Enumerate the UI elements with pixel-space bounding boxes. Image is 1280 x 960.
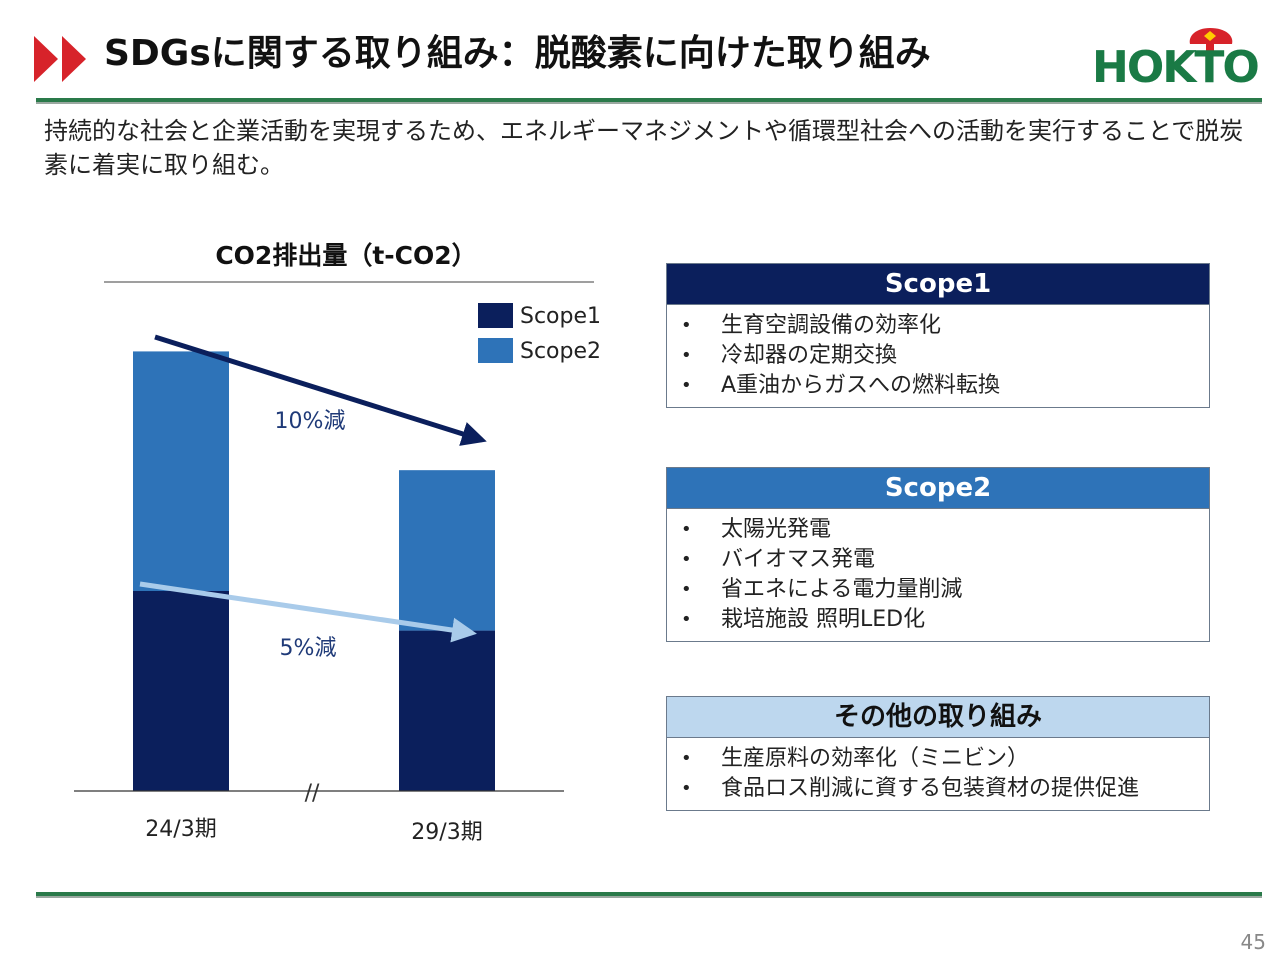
x-tick-label: 24/3期 [145, 817, 216, 842]
scope2-box-title: Scope2 [667, 468, 1209, 509]
scope1-box-title: Scope1 [667, 264, 1209, 305]
list-item: 栽培施設 照明LED化 [667, 605, 1209, 635]
hokto-logo: HOKTO [1092, 28, 1260, 88]
list-item: 太陽光発電 [667, 515, 1209, 545]
list-item: 冷却器の定期交換 [667, 341, 1209, 371]
list-item: 生産原料の効率化（ミニビン） [667, 744, 1209, 774]
bar-scope2-1 [133, 351, 229, 591]
svg-text:HOKTO: HOKTO [1092, 42, 1258, 88]
scope2-box: Scope2 太陽光発電 バイオマス発電 省エネによる電力量削減 栽培施設 照明… [666, 467, 1210, 642]
bar-scope2-2 [399, 470, 495, 631]
other-initiatives-box-title: その他の取り組み [667, 697, 1209, 738]
chart-title: CO2排出量（t-CO2） [215, 241, 476, 270]
bar-scope1-2 [399, 630, 495, 791]
list-item: 食品ロス削減に資する包装資材の提供促進 [667, 774, 1209, 804]
other-initiatives-box: その他の取り組み 生産原料の効率化（ミニビン） 食品ロス削減に資する包装資材の提… [666, 696, 1210, 811]
list-item: バイオマス発電 [667, 545, 1209, 575]
reduction-label-2: 5%減 [280, 636, 337, 661]
page-title: SDGsに関する取り組み：脱酸素に向けた取り組み [104, 33, 931, 74]
other-initiatives-list: 生産原料の効率化（ミニビン） 食品ロス削減に資する包装資材の提供促進 [667, 738, 1209, 810]
co2-emissions-chart: CO2排出量（t-CO2） // 24/3期 29/3期 Scope1 Scope2… [74, 241, 601, 845]
trend-arrow-1 [154, 334, 487, 446]
footer-divider [36, 892, 1262, 898]
trend-arrow-2 [139, 581, 477, 643]
header-divider [36, 98, 1262, 104]
bar-scope1-1 [133, 591, 229, 791]
legend-label-scope1: Scope1 [520, 304, 601, 329]
title-chevron-icon [34, 36, 86, 82]
list-item: 省エネによる電力量削減 [667, 575, 1209, 605]
scope1-list: 生育空調設備の効率化 冷却器の定期交換 A重油からガスへの燃料転換 [667, 305, 1209, 407]
legend-swatch-scope1 [478, 303, 513, 328]
axis-break-mark: // [305, 781, 320, 806]
reduction-label-1: 10%減 [275, 409, 346, 434]
list-item: 生育空調設備の効率化 [667, 311, 1209, 341]
intro-text: 持続的な社会と企業活動を実現するため、エネルギーマネジメントや循環型社会への活動… [44, 117, 1244, 179]
scope1-box: Scope1 生育空調設備の効率化 冷却器の定期交換 A重油からガスへの燃料転換 [666, 263, 1210, 408]
list-item: A重油からガスへの燃料転換 [667, 371, 1209, 401]
page-number: 45 [1240, 930, 1266, 954]
legend-swatch-scope2 [478, 338, 513, 363]
x-tick-label: 29/3期 [411, 820, 482, 845]
legend-label-scope2: Scope2 [520, 339, 601, 364]
scope2-list: 太陽光発電 バイオマス発電 省エネによる電力量削減 栽培施設 照明LED化 [667, 509, 1209, 641]
